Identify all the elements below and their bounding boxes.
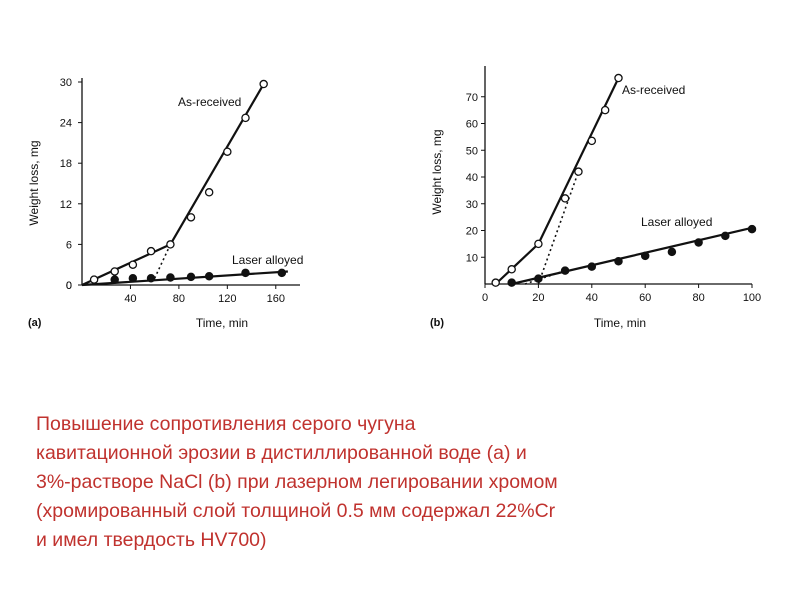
fit-line	[494, 243, 540, 285]
x-axis-title: Time, min	[594, 316, 646, 330]
y-tick-label: 50	[466, 145, 478, 157]
y-tick-label: 20	[466, 226, 478, 238]
data-point	[241, 268, 250, 278]
data-point	[507, 265, 516, 274]
data-point	[277, 268, 287, 278]
data-point	[110, 275, 119, 284]
x-tick-label: 40	[124, 293, 136, 305]
y-tick-label: 0	[66, 280, 72, 292]
data-point	[110, 267, 119, 276]
data-point	[204, 188, 214, 197]
panel-label: (b)	[430, 317, 444, 329]
x-tick-label: 120	[218, 293, 236, 305]
y-tick-label: 24	[60, 118, 72, 130]
fit-line-dotted	[524, 269, 566, 285]
fit-line-dotted	[537, 171, 580, 285]
chart-panel-b: 10 20 30 40 50 60 70 0 20 40 60 80 100 Time, min Weigh…	[430, 66, 761, 330]
data-point	[614, 73, 623, 83]
caption-line-1: Повышение сопротивления серого чугуна	[36, 413, 416, 435]
data-point	[534, 274, 543, 283]
fit-line	[169, 83, 265, 245]
y-tick-label: 60	[466, 119, 478, 131]
series-as-received: As-received	[81, 79, 268, 286]
caption-line-5: и имел твердость HV700)	[36, 529, 267, 551]
data-point	[223, 147, 232, 156]
series-label: Laser alloyed	[232, 253, 303, 267]
data-point	[259, 79, 268, 89]
x-tick-label: 60	[639, 292, 651, 304]
fit-line	[537, 77, 620, 245]
data-point	[640, 251, 650, 261]
data-point	[89, 275, 99, 284]
y-tick-label: 6	[66, 239, 72, 251]
data-point	[560, 266, 570, 275]
series-laser-alloyed: Laser alloyed	[81, 253, 303, 287]
fit-line-dotted	[153, 244, 172, 279]
y-tick-label: 18	[60, 158, 72, 170]
data-point	[614, 257, 623, 266]
y-tick-label: 10	[466, 252, 478, 264]
data-point	[534, 239, 543, 249]
data-point	[587, 262, 597, 271]
series-label: As-received	[178, 95, 241, 109]
figure-charts: 0 6 12 18 24 30 40 80 120 160 0 Time, min Weight los…	[27, 66, 761, 330]
data-point	[721, 231, 730, 241]
y-tick-label: 30	[466, 199, 478, 211]
y-tick-label: 70	[466, 92, 478, 104]
caption-line-3: 3%-растворе NaCl (b) при лазерном легиро…	[36, 471, 558, 493]
data-point	[600, 105, 610, 115]
data-point	[186, 272, 196, 282]
fit-line	[511, 226, 753, 286]
x-tick-label: 40	[586, 292, 598, 304]
data-point	[128, 273, 138, 283]
x-tick-label: 20	[532, 292, 544, 304]
y-tick-label: 0	[66, 280, 72, 292]
data-point	[241, 113, 250, 123]
x-tick-label: 100	[743, 292, 761, 304]
x-axis-title: Time, min	[196, 316, 248, 330]
data-point	[166, 240, 175, 249]
y-axis-title: Weight loss, mg	[27, 140, 41, 225]
data-point	[747, 224, 757, 234]
y-tick-label: 12	[60, 199, 72, 211]
x-tick-label: 80	[692, 292, 704, 304]
data-point	[667, 247, 677, 257]
data-point	[587, 136, 597, 146]
panel-label: (a)	[28, 317, 42, 329]
data-point	[694, 238, 703, 247]
series-label: As-received	[622, 83, 685, 97]
y-axis-title: Weight loss, mg	[430, 129, 444, 214]
y-tick-label: 40	[466, 172, 478, 184]
series-laser-alloyed: Laser alloyed	[507, 215, 757, 287]
data-point	[146, 273, 156, 283]
x-tick-label: 80	[173, 293, 185, 305]
caption-line-4: (хромированный слой толщиной 0.5 мм соде…	[36, 500, 556, 522]
x-tick-label: 0	[482, 292, 488, 304]
caption-line-2: кавитационной эрозии в дистиллированной …	[36, 442, 527, 464]
data-point	[146, 246, 156, 256]
series-as-received: As-received	[491, 73, 685, 287]
data-point	[574, 167, 583, 176]
data-point	[507, 278, 516, 287]
x-tick-label: 160	[267, 293, 285, 305]
y-tick-label: 30	[60, 77, 72, 89]
data-point	[128, 260, 138, 269]
data-point	[204, 271, 214, 281]
data-point	[560, 194, 570, 203]
data-point	[186, 213, 196, 222]
data-point	[166, 273, 175, 282]
figure-caption: Повышение сопротивления серого чугуна ка…	[36, 410, 776, 555]
series-label: Laser alloyed	[641, 215, 712, 229]
data-point	[491, 278, 500, 287]
